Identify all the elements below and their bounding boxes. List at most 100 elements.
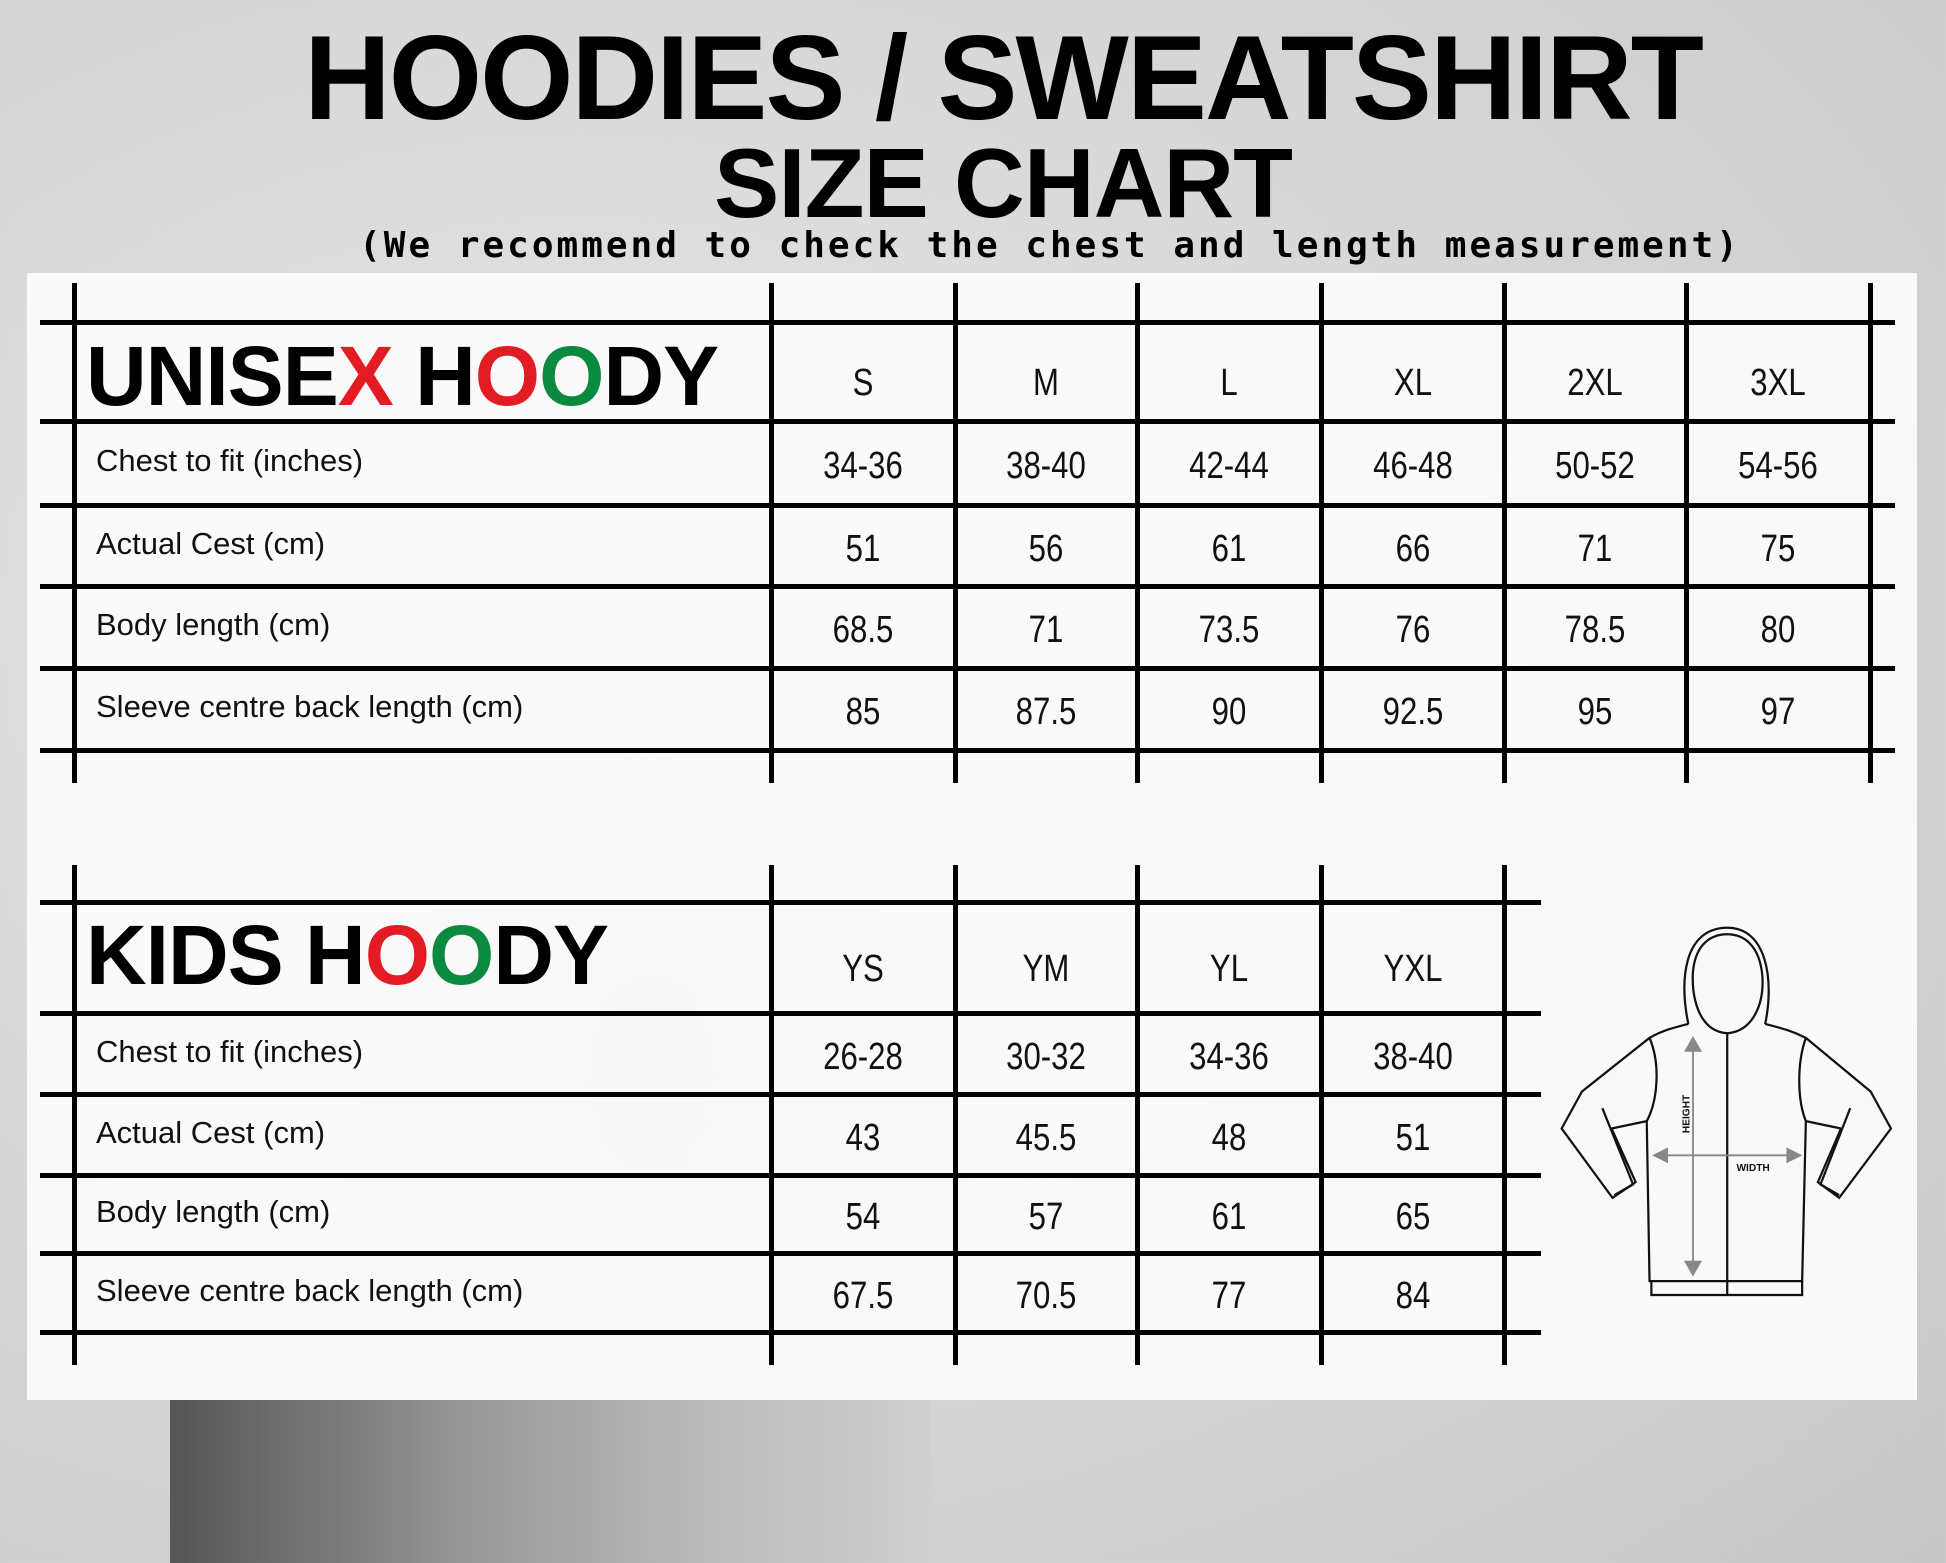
size-value: 78.5	[1564, 609, 1626, 651]
unisex-heading: UNISEX HOODY	[86, 334, 719, 418]
size-value: 70.5	[1015, 1274, 1077, 1317]
row-rule	[40, 419, 1895, 424]
size-value: 71	[1577, 527, 1613, 570]
size-value: 80	[1760, 609, 1796, 651]
row-label: Actual Cest (cm)	[96, 1114, 326, 1150]
row-label: Chest to fit (inches)	[96, 443, 364, 478]
heading-part: O	[474, 329, 540, 423]
row-rule	[40, 1330, 1541, 1335]
column-rule	[72, 283, 77, 783]
size-header-ym: YM	[1022, 948, 1070, 990]
size-value: 76	[1395, 609, 1430, 651]
size-value: 34-36	[823, 445, 903, 487]
size-value: 57	[1028, 1196, 1064, 1238]
size-value: 43	[845, 1116, 881, 1159]
row-rule	[40, 666, 1895, 671]
column-rule	[769, 283, 774, 783]
height-label: HEIGHT	[1681, 1094, 1692, 1133]
size-header-3xl: 3XL	[1750, 362, 1806, 404]
size-header-l: L	[1220, 362, 1238, 404]
size-value: 68.5	[832, 609, 894, 651]
row-label: Body length (cm)	[96, 607, 331, 642]
row-rule	[40, 1251, 1541, 1256]
size-value: 38-40	[1006, 445, 1086, 487]
chart-panel	[27, 273, 1917, 1400]
row-rule	[40, 1173, 1541, 1178]
size-header-ys: YS	[842, 948, 884, 990]
size-value: 51	[1395, 1116, 1430, 1159]
row-rule	[40, 1092, 1541, 1097]
size-value: 48	[1211, 1116, 1247, 1159]
size-value: 38-40	[1372, 1035, 1453, 1078]
heading-part: H	[282, 908, 366, 1002]
size-value: 54-56	[1738, 445, 1818, 487]
size-value: 85	[845, 691, 881, 733]
size-value: 46-48	[1372, 445, 1453, 487]
row-rule	[40, 1011, 1541, 1016]
heading-part: H	[392, 329, 476, 423]
heading-part: DY	[493, 908, 609, 1002]
heading-part: O	[429, 908, 494, 1002]
size-value: 56	[1028, 527, 1064, 570]
column-rule	[1502, 283, 1507, 783]
size-value: 50-52	[1555, 445, 1635, 487]
heading-part: O	[364, 908, 430, 1002]
column-rule	[1868, 283, 1873, 783]
size-value: 90	[1211, 691, 1247, 733]
column-rule	[953, 865, 958, 1365]
size-value: 51	[845, 527, 881, 570]
size-value: 92.5	[1382, 691, 1443, 733]
size-value: 45.5	[1015, 1116, 1077, 1159]
heading-part: X	[337, 329, 394, 423]
size-value: 66	[1395, 527, 1430, 570]
size-value: 34-36	[1189, 1035, 1269, 1078]
size-value: 87.5	[1015, 691, 1077, 733]
heading-part: UNISE	[86, 329, 339, 423]
column-rule	[1684, 283, 1689, 783]
column-rule	[1319, 865, 1324, 1365]
size-value: 42-44	[1189, 445, 1269, 487]
row-label: Sleeve centre back length (cm)	[96, 1272, 524, 1308]
size-value: 73.5	[1198, 609, 1260, 651]
size-header-yl: YL	[1209, 948, 1249, 990]
row-rule	[40, 320, 1895, 325]
size-value: 54	[845, 1196, 881, 1238]
column-rule	[1319, 283, 1324, 783]
row-label: Sleeve centre back length (cm)	[96, 689, 524, 724]
size-value: 95	[1577, 691, 1613, 733]
row-label: Chest to fit (inches)	[96, 1033, 364, 1069]
size-header-yxl: YXL	[1383, 948, 1442, 990]
size-header-s: S	[852, 362, 874, 404]
column-rule	[1135, 283, 1140, 783]
size-value: 71	[1028, 609, 1064, 651]
row-rule	[40, 748, 1895, 753]
page-title: HOODIES / SWEATSHIRT	[304, 11, 1704, 145]
column-rule	[769, 865, 774, 1365]
size-value: 97	[1760, 691, 1796, 733]
row-label: Body length (cm)	[96, 1194, 331, 1229]
size-value: 77	[1211, 1274, 1247, 1317]
column-rule	[1135, 865, 1140, 1365]
row-rule	[40, 900, 1541, 905]
size-header-2xl: 2XL	[1567, 362, 1623, 404]
row-label: Actual Cest (cm)	[96, 525, 326, 561]
size-value: 61	[1211, 1196, 1247, 1238]
heading-part: DY	[603, 329, 719, 423]
recommendation-note: (We recommend to check the chest and len…	[359, 225, 1741, 266]
row-rule	[40, 503, 1895, 508]
size-header-m: M	[1033, 362, 1059, 404]
size-value: 65	[1395, 1196, 1430, 1238]
width-label: WIDTH	[1736, 1163, 1769, 1174]
heading-part: O	[539, 329, 604, 423]
page-subtitle: SIZE CHART	[714, 128, 1293, 238]
column-rule	[953, 283, 958, 783]
size-header-xl: XL	[1393, 362, 1432, 404]
kids-heading: KIDS HOODY	[86, 913, 609, 997]
column-rule	[72, 865, 77, 1365]
hoodie-diagram-icon: HEIGHT WIDTH	[1560, 926, 1893, 1297]
size-value: 84	[1395, 1274, 1430, 1317]
size-value: 30-32	[1006, 1035, 1086, 1078]
background-model-figure-bottom	[170, 1400, 930, 1563]
size-value: 67.5	[832, 1274, 894, 1317]
size-value: 61	[1211, 527, 1247, 570]
